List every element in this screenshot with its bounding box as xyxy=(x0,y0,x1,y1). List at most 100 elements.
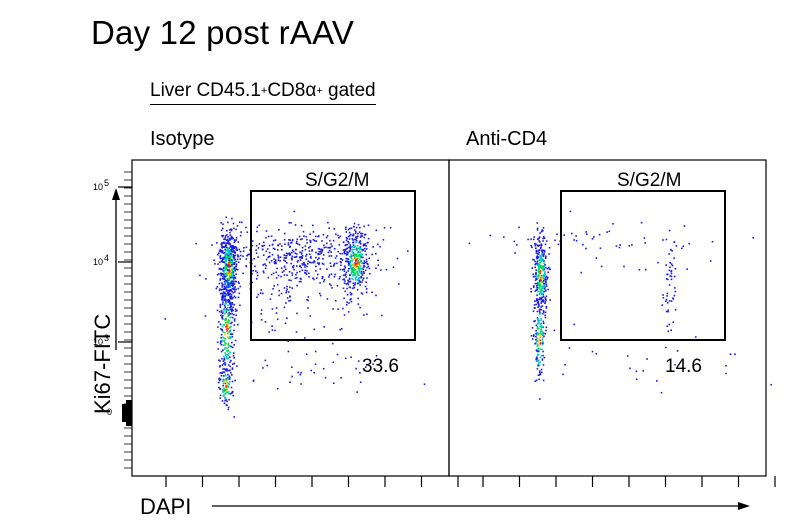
dot-g2m xyxy=(670,263,673,265)
dot-low-scatter xyxy=(314,363,317,365)
dot-g1-tail xyxy=(540,319,542,321)
dot-g1-core xyxy=(233,274,235,277)
dot-low-scatter xyxy=(264,359,267,362)
dot-g1-core xyxy=(539,283,542,286)
dot-g2m xyxy=(672,321,675,323)
dot-s-phase xyxy=(268,244,271,247)
dot-g1-core xyxy=(538,263,540,266)
dot-g1-tail xyxy=(223,294,225,297)
dot-s-phase xyxy=(301,250,304,252)
dot-s-phase xyxy=(239,254,242,257)
dot-g1-tail xyxy=(530,335,533,337)
dot-g1-tail xyxy=(218,366,221,368)
dot-s-phase xyxy=(267,256,269,259)
dot-s-phase xyxy=(575,239,578,242)
dot-g2m xyxy=(363,236,366,239)
dot-g1-core xyxy=(541,258,544,260)
dot-g1-core xyxy=(229,275,231,278)
dot-s-phase xyxy=(319,250,322,253)
dot-g1-core xyxy=(537,286,539,289)
dot-g1-tail xyxy=(228,337,230,339)
dot-s-phase xyxy=(290,258,293,260)
dot-s-phase xyxy=(536,262,538,265)
dot-s-phase xyxy=(333,228,336,230)
dot-s-phase xyxy=(296,240,298,243)
dot-g2m xyxy=(667,309,670,311)
dot-g1-tail xyxy=(229,316,232,319)
dot-g2m xyxy=(360,232,362,235)
dot-g2m xyxy=(347,283,350,286)
dot-g1-tail xyxy=(537,318,539,320)
dot-g1-core xyxy=(545,285,548,287)
dot-scatter xyxy=(291,287,293,289)
dot-scatter xyxy=(262,264,265,266)
dot-g1-tail xyxy=(232,306,234,309)
dot-s-phase xyxy=(623,265,625,268)
dot-s-phase xyxy=(347,282,349,284)
dot-g1-core xyxy=(545,326,548,328)
dot-g2m xyxy=(359,226,361,229)
dot-g1-tail xyxy=(540,333,543,335)
dot-g1-core xyxy=(532,258,534,261)
dot-g1-core xyxy=(538,266,541,268)
dot-g2m xyxy=(357,282,360,284)
dot-g1-core xyxy=(538,282,541,284)
dot-scatter xyxy=(275,312,278,314)
dot-g1-core xyxy=(230,235,233,238)
dot-s-phase xyxy=(752,237,754,239)
dot-g2m xyxy=(349,286,352,289)
dot-s-phase xyxy=(612,223,614,225)
dot-g2m xyxy=(670,270,672,273)
dot-g2m xyxy=(351,277,353,280)
dot-g1-tail xyxy=(223,340,226,342)
dot-g1-tail xyxy=(537,362,540,365)
dot-s-phase xyxy=(309,245,311,248)
dot-g1-core xyxy=(229,286,231,288)
dot-g2m xyxy=(345,271,348,274)
dot-g2m xyxy=(357,303,360,305)
dot-g1-tail xyxy=(229,308,232,311)
dot-g1-core xyxy=(538,281,541,283)
dot-g1-tail xyxy=(226,264,228,266)
dot-g1-core xyxy=(229,257,232,260)
dot-scatter xyxy=(285,290,288,292)
dot-g1-core xyxy=(238,248,241,251)
dot-g1-core xyxy=(545,279,547,281)
dot-s-phase xyxy=(344,267,347,269)
dot-g1-bottom xyxy=(228,376,231,379)
dot-g1-tail xyxy=(223,331,225,334)
dot-g1-tail xyxy=(222,360,225,362)
dot-g1-tail xyxy=(220,268,223,271)
dot-g1-tail xyxy=(227,269,229,271)
dot-g1-core xyxy=(233,295,236,298)
dot-s-phase xyxy=(300,224,303,227)
dot-s-phase xyxy=(274,261,277,263)
dot-g1-core xyxy=(230,249,233,251)
dot-s-phase xyxy=(300,266,303,269)
dot-g2m xyxy=(359,258,361,260)
panel-frame-isotype xyxy=(131,159,450,477)
dot-g1-tail xyxy=(230,337,232,339)
dot-g1-tail xyxy=(542,379,545,382)
dot-g2m xyxy=(352,284,355,287)
dot-g2m xyxy=(354,264,357,266)
dot-g2m xyxy=(360,270,363,273)
scatter-dots-isotype xyxy=(164,210,426,418)
dot-s-phase xyxy=(556,233,558,236)
dot-g1-core xyxy=(535,271,537,274)
dot-low-scatter xyxy=(300,383,302,385)
dot-scatter xyxy=(278,289,280,292)
dot-scatter xyxy=(235,265,237,267)
dot-s-phase xyxy=(305,253,308,256)
dot-g1-tail xyxy=(536,343,539,345)
dot-g1-core xyxy=(235,236,238,239)
dot-g1-core xyxy=(232,275,234,277)
dot-g1-core xyxy=(235,239,237,241)
dot-g2m xyxy=(353,257,356,259)
dot-g2m xyxy=(363,247,366,250)
dot-g1-core xyxy=(534,244,537,247)
dot-g2m xyxy=(344,273,347,276)
gating-label-sup2: + xyxy=(316,85,323,97)
dot-s-phase xyxy=(293,268,295,271)
dot-g1-core xyxy=(232,296,234,299)
